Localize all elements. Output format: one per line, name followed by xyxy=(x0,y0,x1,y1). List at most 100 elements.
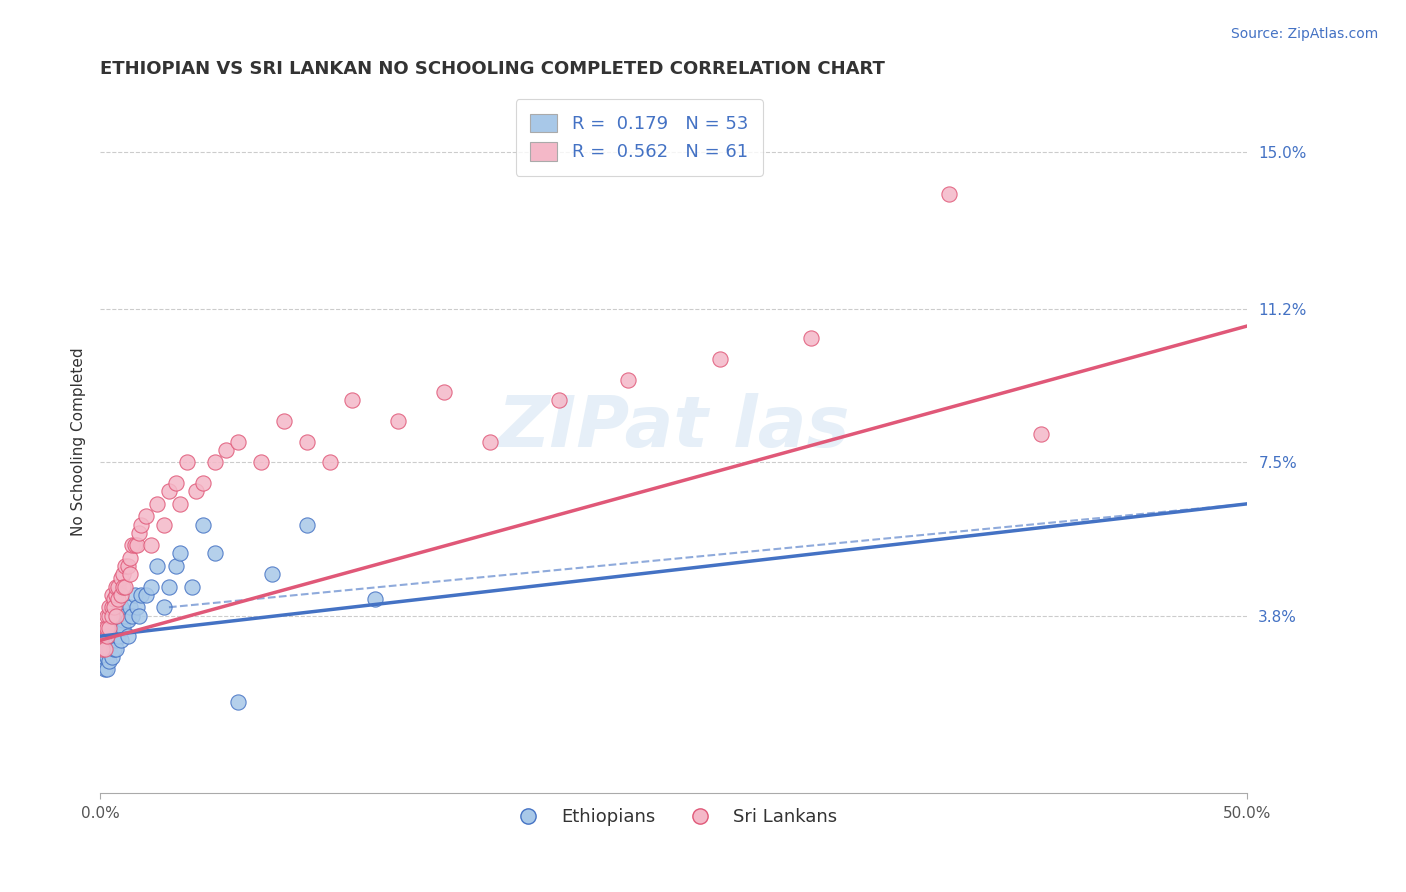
Point xyxy=(204,546,226,560)
Point xyxy=(112,621,135,635)
Point xyxy=(117,613,139,627)
Point xyxy=(128,525,150,540)
Point xyxy=(157,484,180,499)
Point xyxy=(103,621,125,635)
Point xyxy=(157,580,180,594)
Point xyxy=(105,633,128,648)
Point xyxy=(479,434,502,449)
Point xyxy=(295,517,318,532)
Point xyxy=(124,538,146,552)
Point xyxy=(121,608,143,623)
Point xyxy=(93,621,115,635)
Point xyxy=(103,641,125,656)
Point xyxy=(165,476,187,491)
Point xyxy=(98,654,121,668)
Point xyxy=(96,641,118,656)
Point xyxy=(112,613,135,627)
Text: ZIPat las: ZIPat las xyxy=(498,393,849,462)
Point xyxy=(98,641,121,656)
Point xyxy=(93,641,115,656)
Point xyxy=(96,621,118,635)
Point xyxy=(105,641,128,656)
Point xyxy=(118,567,141,582)
Point xyxy=(548,393,571,408)
Point xyxy=(100,633,122,648)
Point xyxy=(98,608,121,623)
Legend: Ethiopians, Sri Lankans: Ethiopians, Sri Lankans xyxy=(503,801,844,833)
Point xyxy=(112,567,135,582)
Point xyxy=(100,600,122,615)
Point xyxy=(110,588,132,602)
Point xyxy=(96,649,118,664)
Point xyxy=(105,608,128,623)
Point xyxy=(318,455,340,469)
Point xyxy=(387,414,409,428)
Point xyxy=(105,588,128,602)
Point xyxy=(226,434,249,449)
Point xyxy=(215,443,238,458)
Point xyxy=(135,509,157,524)
Point xyxy=(96,629,118,643)
Point xyxy=(107,608,129,623)
Point xyxy=(153,600,176,615)
Point xyxy=(98,621,121,635)
Point xyxy=(262,567,284,582)
Point xyxy=(100,588,122,602)
Y-axis label: No Schooling Completed: No Schooling Completed xyxy=(72,348,86,536)
Point xyxy=(105,580,128,594)
Point xyxy=(169,497,191,511)
Point xyxy=(180,580,202,594)
Point xyxy=(139,580,162,594)
Point xyxy=(98,633,121,648)
Point xyxy=(1029,426,1052,441)
Point xyxy=(100,649,122,664)
Point xyxy=(117,629,139,643)
Point xyxy=(114,580,136,594)
Point xyxy=(125,600,148,615)
Point xyxy=(364,591,387,606)
Point xyxy=(433,385,456,400)
Point xyxy=(107,591,129,606)
Point xyxy=(103,600,125,615)
Point xyxy=(204,455,226,469)
Point xyxy=(800,331,823,345)
Point xyxy=(96,608,118,623)
Point xyxy=(121,538,143,552)
Point xyxy=(91,629,114,643)
Point xyxy=(117,558,139,573)
Point xyxy=(103,591,125,606)
Text: Source: ZipAtlas.com: Source: ZipAtlas.com xyxy=(1230,27,1378,41)
Text: ETHIOPIAN VS SRI LANKAN NO SCHOOLING COMPLETED CORRELATION CHART: ETHIOPIAN VS SRI LANKAN NO SCHOOLING COM… xyxy=(100,60,884,78)
Point xyxy=(98,600,121,615)
Point xyxy=(96,629,118,643)
Point xyxy=(169,546,191,560)
Point xyxy=(295,434,318,449)
Point xyxy=(110,633,132,648)
Point xyxy=(146,497,169,511)
Point xyxy=(112,580,135,594)
Point xyxy=(100,608,122,623)
Point xyxy=(100,629,122,643)
Point xyxy=(107,621,129,635)
Point xyxy=(135,588,157,602)
Point xyxy=(128,608,150,623)
Point xyxy=(93,641,115,656)
Point xyxy=(146,558,169,573)
Point xyxy=(118,600,141,615)
Point xyxy=(153,517,176,532)
Point xyxy=(139,538,162,552)
Point xyxy=(226,695,249,709)
Point xyxy=(114,608,136,623)
Point xyxy=(107,629,129,643)
Point xyxy=(91,641,114,656)
Point xyxy=(91,649,114,664)
Point xyxy=(100,621,122,635)
Point xyxy=(938,186,960,201)
Point xyxy=(100,608,122,623)
Point xyxy=(176,455,198,469)
Point xyxy=(125,538,148,552)
Point xyxy=(165,558,187,573)
Point xyxy=(124,588,146,602)
Point xyxy=(114,558,136,573)
Point xyxy=(118,550,141,565)
